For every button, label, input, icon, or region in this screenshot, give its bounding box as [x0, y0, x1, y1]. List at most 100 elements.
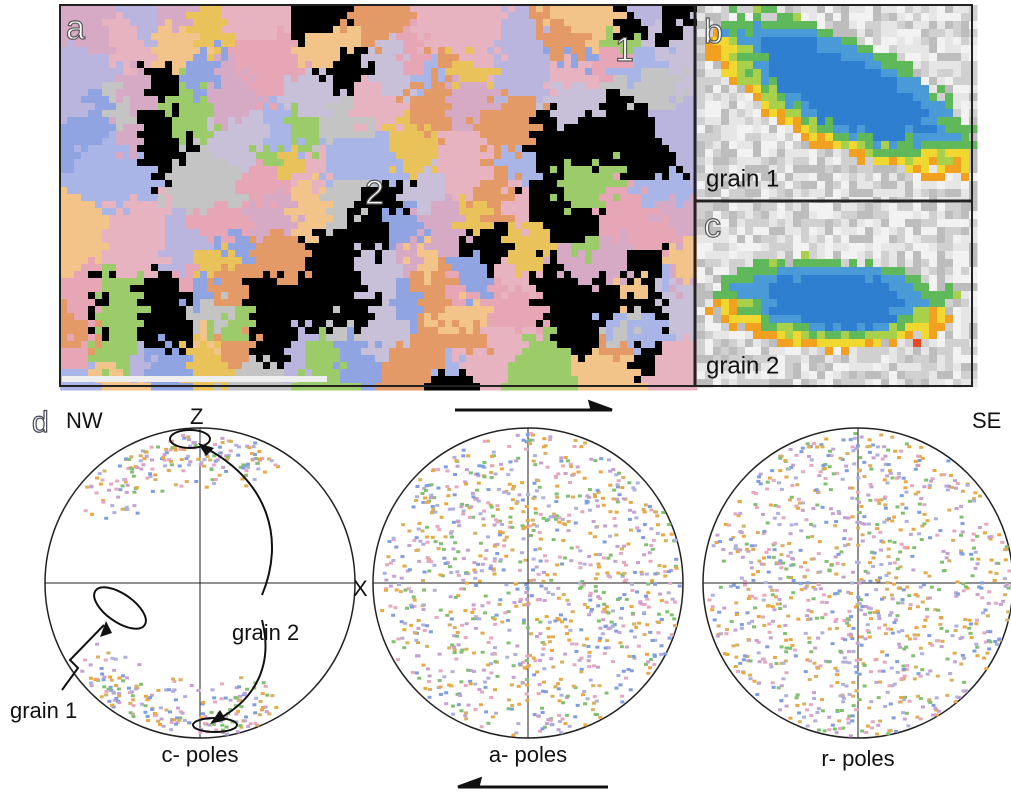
- grain-cell: [249, 362, 257, 370]
- grain-cell: [382, 341, 390, 349]
- grain-cell: [109, 271, 117, 279]
- grain-cell: [655, 187, 663, 195]
- grain-cell: [151, 68, 159, 76]
- grain-cell: [270, 131, 278, 139]
- grain-cell: [249, 369, 257, 377]
- grain-cell: [305, 292, 313, 300]
- grain-cell: [368, 236, 376, 244]
- grain-cell: [431, 138, 439, 146]
- grain-cell: [270, 173, 278, 181]
- grain-cell: [641, 369, 649, 377]
- grain-cell: [655, 208, 663, 216]
- grain-cell: [235, 152, 243, 160]
- grain-cell: [305, 33, 313, 41]
- grain-cell: [634, 278, 642, 286]
- grain-cell: [452, 376, 460, 384]
- grain-cell: [557, 54, 565, 62]
- grain-cell: [557, 47, 565, 55]
- grain-cell: [375, 145, 383, 153]
- grain-cell: [137, 138, 145, 146]
- grain-cell: [508, 12, 516, 20]
- grain-cell: [578, 54, 586, 62]
- grain-cell: [137, 341, 145, 349]
- grain-cell: [501, 320, 509, 328]
- grain-cell: [494, 236, 502, 244]
- grain-cell: [130, 362, 138, 370]
- grain-cell: [158, 103, 166, 111]
- grain-cell: [522, 215, 530, 223]
- grain-cell: [298, 82, 306, 90]
- grain-cell: [529, 103, 537, 111]
- grain-cell: [123, 40, 131, 48]
- grain-cell: [501, 208, 509, 216]
- grain-cell: [179, 271, 187, 279]
- grain-cell: [438, 47, 446, 55]
- grain-cell: [424, 376, 432, 384]
- grain-cell: [235, 89, 243, 97]
- grain-cell: [494, 110, 502, 118]
- grain-cell: [277, 103, 285, 111]
- grain-cell: [200, 145, 208, 153]
- grain-cell: [263, 19, 271, 27]
- grain-cell: [305, 215, 313, 223]
- grain-cell: [186, 180, 194, 188]
- grain-cell: [361, 236, 369, 244]
- grain-cell: [333, 40, 341, 48]
- grain-cell: [158, 152, 166, 160]
- grain-cell: [102, 131, 110, 139]
- grain-cell: [417, 138, 425, 146]
- grain-cell: [200, 215, 208, 223]
- grain-cell: [480, 33, 488, 41]
- grain-cell: [207, 166, 215, 174]
- grain-cell: [172, 278, 180, 286]
- grain-cell: [102, 159, 110, 167]
- grain-cell: [137, 124, 145, 132]
- grain-cell: [641, 180, 649, 188]
- grain-cell: [193, 40, 201, 48]
- grain-cell: [116, 26, 124, 34]
- grain-cell: [494, 355, 502, 363]
- grain-cell: [529, 264, 537, 272]
- grain-cell: [144, 341, 152, 349]
- grain-cell: [571, 61, 579, 69]
- grain-cell: [291, 159, 299, 167]
- grain-cell: [396, 278, 404, 286]
- grain-cell: [291, 187, 299, 195]
- grain-cell: [347, 376, 355, 384]
- grain-cell: [578, 152, 586, 160]
- grain-cell: [627, 341, 635, 349]
- grain-cell: [172, 355, 180, 363]
- grain-cell: [382, 33, 390, 41]
- grain-cell: [361, 96, 369, 104]
- grain-cell: [284, 362, 292, 370]
- grain-cell: [424, 54, 432, 62]
- grain-cell: [333, 75, 341, 83]
- grain-cell: [291, 285, 299, 293]
- grain-cell: [102, 285, 110, 293]
- grain-cell: [669, 292, 677, 300]
- grain-cell: [536, 159, 544, 167]
- grain-cell: [641, 257, 649, 265]
- grain-cell: [522, 68, 530, 76]
- grain-cell: [354, 320, 362, 328]
- grain-cell: [137, 89, 145, 97]
- grain-cell: [606, 5, 614, 13]
- grain-cell: [536, 26, 544, 34]
- grain-cell: [95, 243, 103, 251]
- grain-cell: [368, 19, 376, 27]
- grain-cell: [445, 292, 453, 300]
- grain-cell: [375, 89, 383, 97]
- grain-cell: [326, 40, 334, 48]
- grain-cell: [305, 201, 313, 209]
- grain-cell: [123, 173, 131, 181]
- grain-cell: [116, 285, 124, 293]
- grain-cell: [382, 89, 390, 97]
- grain-cell: [249, 264, 257, 272]
- grain-cell: [452, 180, 460, 188]
- grain-cell: [312, 222, 320, 230]
- grain-cell: [200, 159, 208, 167]
- grain-cell: [375, 159, 383, 167]
- grain-cell: [515, 229, 523, 237]
- grain-cell: [403, 236, 411, 244]
- grain-cell: [284, 278, 292, 286]
